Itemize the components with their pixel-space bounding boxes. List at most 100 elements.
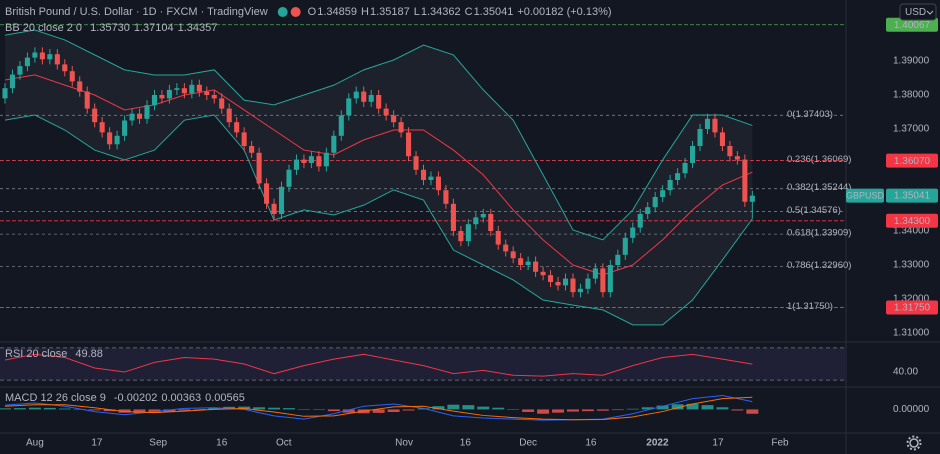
candle-body [204,91,210,96]
candle-body [122,120,128,136]
candle-body [577,288,583,293]
fib-label: 0.786(1.32960) [787,260,851,271]
candle-body [47,54,53,60]
legend-text: 1.34859 [317,6,357,18]
currency-label[interactable]: USD [905,7,926,18]
status-dot [290,7,301,17]
candle-body [181,88,187,94]
candle-body [316,156,322,167]
macd-histogram-bar [0,408,11,410]
macd-histogram-bar [193,408,206,410]
macd-line [4,396,753,421]
macd-histogram-bar [283,408,295,410]
macd-histogram-bar [641,407,654,410]
candle-body [465,224,471,242]
macd-histogram-bar [746,409,759,414]
candle-body [630,227,636,238]
rsi-band-fill [0,347,845,381]
legend-text: 0.00363 [161,392,201,404]
macd-line [4,394,753,421]
chart-layer: 0(1.37403) 0.236(1.36069) 0.382(1.35244) 0.… [0,6,938,449]
price-line-tag: 1.34300 [894,216,931,227]
macd-histogram-bar [507,409,520,410]
candle-body [749,195,755,202]
x-tick-label: 17 [712,438,724,449]
candle-body [450,203,456,231]
last-price-tag: 1.35041 [894,191,931,202]
candle-body [361,91,367,102]
candle-body [174,88,180,90]
macd-histogram-bar [581,409,594,412]
x-tick-label: Feb [771,438,789,449]
legend-text: 1.35187 [370,6,410,18]
legend-text: 1.34362 [421,6,461,18]
fib-label: 0.5(1.34576) [787,205,841,216]
macd-histogram-bar [626,408,639,410]
macd-histogram-bar [312,409,325,410]
candle-body [256,152,262,184]
legend-text: British Pound / U.S. Dollar · 1D · FXCM … [5,6,268,18]
candle-body [458,230,464,242]
macd-histogram-bar [447,404,460,410]
candle-body [114,135,120,145]
candle-body [144,105,150,119]
macd-histogram-bar [686,403,699,410]
price-line-tag-bg [886,17,938,32]
macd-histogram-bar [163,409,176,413]
gear-ring[interactable] [909,438,919,448]
settings-gear[interactable] [906,435,922,451]
candle-body [704,118,711,129]
macd-histogram-bar [387,409,400,413]
bb-line [4,114,753,326]
macd-histogram-bar [28,407,41,410]
chevron-icon[interactable] [926,10,934,15]
macd-histogram-bar [731,409,744,411]
macd-histogram-bar [492,407,505,410]
currency-button-box[interactable] [899,3,937,21]
macd-histogram-bar [537,409,550,414]
fib-label: 0.382(1.35244) [787,182,851,193]
candle-body [503,244,509,252]
x-tick-label: 16 [460,438,472,449]
currency-button[interactable]: USD [899,3,937,21]
macd-histogram-bar [118,409,131,413]
candle-body [510,251,516,259]
x-tick-label: Sep [149,438,167,449]
candle-body [518,258,524,265]
macd-histogram-bar [462,405,475,410]
candle-body [331,135,337,153]
legend-text: -0.00202 [114,392,157,404]
candle-body [719,132,725,146]
macd-histogram-bar [342,409,355,413]
candle-body [435,176,441,191]
legend-text: MACD 12 26 close 9 [5,392,106,404]
macd-histogram-bar [656,405,669,410]
last-price-tag-bg [886,188,938,203]
gear-teeth[interactable] [906,435,922,451]
macd-histogram-bar [133,409,146,414]
symbol-tag: GBPUSD [846,190,885,200]
candle-body [99,122,105,133]
candle-body [211,95,217,99]
price-line-tag: 1.36070 [894,156,931,167]
candle-body [420,169,427,180]
candle-body [697,128,703,146]
candle-body [136,113,143,119]
candle-body [480,213,486,218]
legend-text: +0.00182 (+0.13%) [517,6,611,18]
candle-body [727,145,733,157]
legend-text: L [414,6,420,18]
y-tick-label: 1.33000 [893,260,930,271]
macd-histogram-bar [566,409,579,412]
bb-line [4,29,753,241]
candle-body [241,132,247,146]
fib-label: 0.618(1.33909) [787,228,851,239]
y-tick-label: 1.38000 [893,90,930,101]
candle-body [189,84,195,94]
candle-body [293,159,300,170]
macd-histogram-bar [13,408,26,410]
macd-histogram-bar [327,409,340,412]
candle-body [525,261,531,265]
legend-text: 1.37104 [134,22,174,34]
macd-histogram-bar [103,409,116,412]
